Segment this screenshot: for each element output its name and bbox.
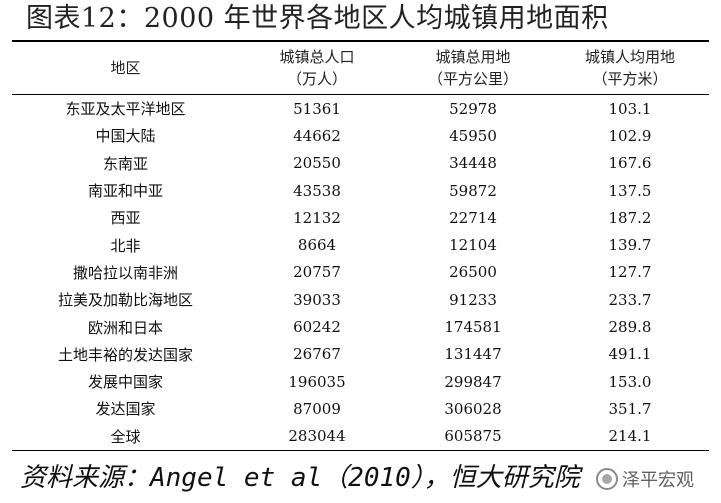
cell-per-capita: 214.1 [608, 427, 652, 446]
header-land-label: 城镇总用地 [435, 48, 511, 66]
table-header-row: 地区 城镇总人口 （万人） 城镇总用地 （平方公里） 城镇人均用地 （平方米） [12, 42, 709, 95]
cell-population: 43538 [293, 181, 341, 200]
cell-region: 中国大陆 [95, 127, 156, 146]
cell-land: 174581 [444, 318, 502, 337]
cell-per-capita: 187.2 [608, 208, 652, 227]
cell-population: 60242 [293, 318, 341, 337]
cell-land: 12104 [449, 236, 497, 255]
figure-title: 图表12：2000 年世界各地区人均城镇用地面积 [26, 3, 609, 34]
table-row: 全球 283044 605875 214.1 [12, 423, 709, 450]
cell-population: 12132 [293, 208, 341, 227]
table-row: 发展中国家 196035 299847 153.0 [12, 368, 709, 395]
cell-land: 299847 [444, 372, 502, 391]
cell-land: 306028 [444, 399, 502, 418]
table-row: 撒哈拉以南非洲 20757 26500 127.7 [12, 259, 709, 286]
table-row: 南亚和中亚 43538 59872 137.5 [12, 177, 709, 204]
header-per-capita: 城镇人均用地 （平方米） [551, 42, 709, 95]
cell-population: 39033 [293, 290, 341, 309]
cell-land: 45950 [449, 126, 497, 145]
cell-population: 26767 [293, 345, 341, 364]
header-region-label: 地区 [110, 59, 141, 77]
header-region: 地区 [12, 42, 239, 95]
cell-land: 34448 [449, 154, 497, 173]
cell-region: 北非 [110, 236, 141, 255]
cell-population: 20757 [293, 263, 341, 282]
cell-region: 西亚 [110, 209, 141, 228]
cell-land: 26500 [449, 263, 497, 282]
table-row: 北非 8664 12104 139.7 [12, 231, 709, 258]
source-note: 资料来源：Angel et al（2010），恒大研究院 [20, 463, 580, 493]
cell-per-capita: 167.6 [608, 154, 652, 173]
header-population: 城镇总人口 （万人） [239, 42, 395, 95]
header-land: 城镇总用地 （平方公里） [395, 42, 551, 95]
cell-region: 东亚及太平洋地区 [65, 100, 186, 119]
cell-per-capita: 351.7 [608, 399, 652, 418]
header-population-label: 城镇总人口 [279, 48, 355, 66]
cell-land: 59872 [449, 181, 497, 200]
cell-region: 土地丰裕的发达国家 [57, 345, 193, 364]
cell-per-capita: 153.0 [608, 372, 652, 391]
cell-land: 52978 [449, 99, 497, 118]
cell-region: 发达国家 [95, 400, 156, 419]
table-row: 土地丰裕的发达国家 26767 131447 491.1 [12, 341, 709, 368]
cell-per-capita: 491.1 [608, 345, 652, 364]
table-row: 东南亚 20550 34448 167.6 [12, 150, 709, 177]
cell-per-capita: 127.7 [608, 263, 652, 282]
cell-region: 全球 [110, 427, 141, 446]
cell-per-capita: 233.7 [608, 290, 652, 309]
cell-region: 拉美及加勒比海地区 [57, 291, 193, 310]
table-row: 拉美及加勒比海地区 39033 91233 233.7 [12, 286, 709, 313]
cell-land: 22714 [449, 208, 497, 227]
header-population-unit: （万人） [286, 70, 347, 88]
cell-per-capita: 103.1 [608, 99, 652, 118]
cell-per-capita: 289.8 [608, 318, 652, 337]
cell-per-capita: 139.7 [608, 236, 652, 255]
cell-population: 44662 [293, 126, 341, 145]
watermark: 泽平宏观 [592, 464, 698, 494]
cell-region: 欧洲和日本 [87, 318, 163, 337]
table-row: 西亚 12132 22714 187.2 [12, 204, 709, 231]
cell-region: 撒哈拉以南非洲 [72, 263, 178, 282]
cell-land: 605875 [444, 427, 502, 446]
cell-per-capita: 137.5 [608, 181, 652, 200]
table-row: 东亚及太平洋地区 51361 52978 103.1 [12, 95, 709, 123]
wechat-icon [596, 468, 618, 490]
cell-population: 87009 [293, 399, 341, 418]
cell-population: 196035 [288, 372, 346, 391]
header-per-capita-unit: （平方米） [592, 70, 668, 88]
table-row: 发达国家 87009 306028 351.7 [12, 395, 709, 422]
cell-land: 131447 [444, 345, 502, 364]
watermark-text: 泽平宏观 [622, 470, 694, 491]
cell-region: 东南亚 [102, 154, 148, 173]
cell-population: 283044 [288, 427, 346, 446]
cell-region: 南亚和中亚 [87, 182, 163, 201]
cell-region: 发展中国家 [87, 373, 163, 392]
urban-land-table: 地区 城镇总人口 （万人） 城镇总用地 （平方公里） 城镇人均用地 （平方米） … [12, 42, 709, 450]
cell-population: 51361 [293, 99, 341, 118]
data-table-container: 地区 城镇总人口 （万人） 城镇总用地 （平方公里） 城镇人均用地 （平方米） … [12, 40, 709, 451]
cell-population: 8664 [297, 236, 337, 255]
header-land-unit: （平方公里） [427, 70, 518, 88]
header-per-capita-label: 城镇人均用地 [584, 48, 675, 66]
table-row: 欧洲和日本 60242 174581 289.8 [12, 313, 709, 340]
cell-land: 91233 [449, 290, 497, 309]
table-row: 中国大陆 44662 45950 102.9 [12, 122, 709, 149]
cell-per-capita: 102.9 [608, 126, 652, 145]
table-body: 东亚及太平洋地区 51361 52978 103.1 中国大陆 44662 45… [12, 95, 709, 450]
cell-population: 20550 [293, 154, 341, 173]
